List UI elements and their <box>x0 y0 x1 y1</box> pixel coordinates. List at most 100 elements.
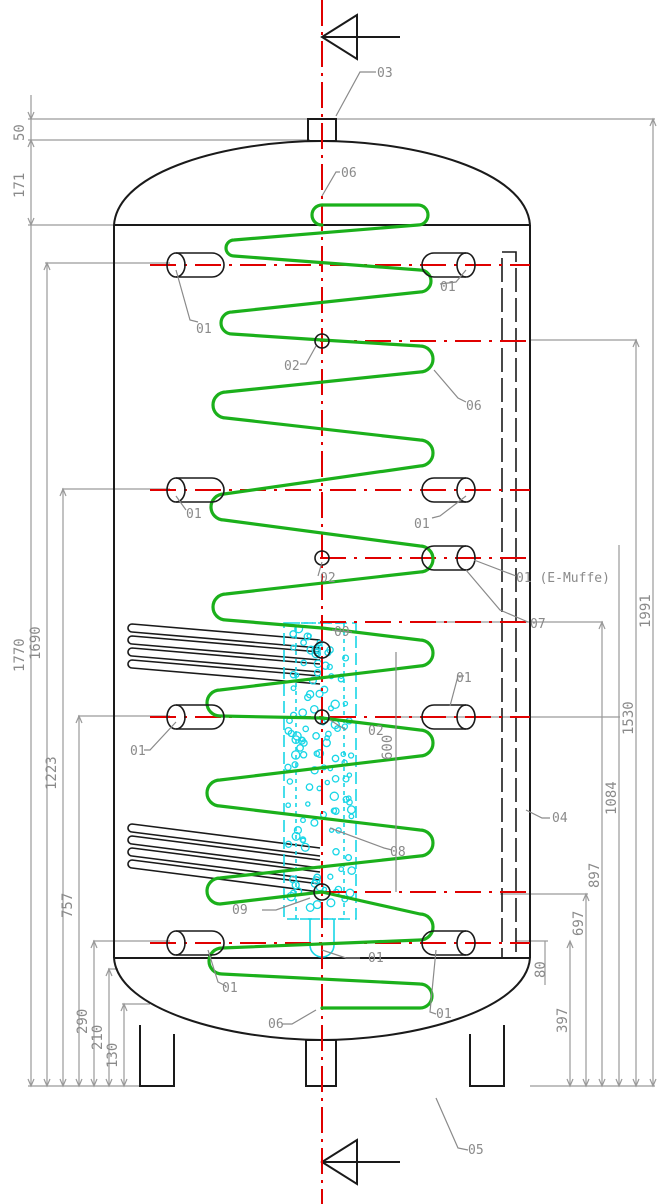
heater-bubble <box>310 818 319 827</box>
heater-bubble <box>330 807 338 815</box>
heater-bubble <box>342 654 350 662</box>
socket-right-1 <box>421 252 476 278</box>
label-01-f: 01 <box>130 744 146 759</box>
heater-bubble <box>306 633 312 639</box>
dim-600: 600 <box>380 735 396 760</box>
heater-bubble <box>312 732 320 740</box>
heater-bubble <box>291 761 299 769</box>
heater-bubble <box>306 645 316 655</box>
heater-bubble <box>291 831 301 841</box>
label-02-c: 02 <box>368 724 384 739</box>
dim-210: 210 <box>90 1025 106 1050</box>
heater-bubble <box>326 898 336 908</box>
heater-bubble <box>284 840 293 848</box>
label-01-i: 01 <box>436 1007 452 1022</box>
dim-1530: 1530 <box>621 701 637 735</box>
dim-171: 171 <box>12 173 28 198</box>
heater-bubble <box>324 735 330 741</box>
heater-bubble <box>299 836 307 843</box>
heater-bubble <box>331 807 340 815</box>
heater-bubble <box>290 750 301 760</box>
label-01-emuffe: 01 (E-Muffe) <box>516 571 610 586</box>
label-01-e: 01 <box>456 671 472 686</box>
heater-bubble <box>313 669 322 677</box>
socket-left-3 <box>166 704 225 730</box>
heater-bubble <box>346 772 353 778</box>
socket-right-5 <box>421 930 476 956</box>
label-09-a: 09 <box>334 625 350 640</box>
heater-bubble <box>305 903 315 912</box>
label-02-a: 02 <box>284 359 300 374</box>
label-01-d: 01 <box>414 517 430 532</box>
dim-1991: 1991 <box>638 594 654 628</box>
labels: 03 06 01 01 02 06 01 01 02 01 (E-Muffe) … <box>130 66 610 1158</box>
sensor-tube <box>501 251 517 959</box>
heater-bubble <box>348 813 355 820</box>
dim-897: 897 <box>587 863 603 888</box>
heater-bubble <box>315 689 324 698</box>
socket-right-2 <box>421 477 476 503</box>
heater-bubble <box>342 700 349 707</box>
heater-bubble <box>315 749 325 758</box>
heater-bubble <box>329 791 340 802</box>
socket-right-4 <box>421 704 476 730</box>
heater-bubble <box>290 644 297 651</box>
heater-bubble <box>338 866 345 873</box>
label-06-mid: 06 <box>466 399 482 414</box>
heater-bubble <box>340 751 347 758</box>
label-06-bot: 06 <box>268 1017 284 1032</box>
finned-tubes <box>127 623 321 893</box>
heater-bubble <box>342 775 350 783</box>
heater-bubble <box>290 685 297 692</box>
heater-bubble <box>344 854 353 862</box>
heater-bubble <box>284 763 292 771</box>
heater-bubble <box>289 670 298 679</box>
heater-bubble <box>347 866 357 875</box>
dim-50: 50 <box>12 124 28 141</box>
label-08: 08 <box>390 845 406 860</box>
heater-bubble <box>347 752 355 759</box>
dim-1770: 1770 <box>12 638 28 672</box>
dim-697: 697 <box>571 911 587 936</box>
label-01-b: 01 <box>440 280 456 295</box>
label-09-b: 09 <box>232 903 248 918</box>
heater-bubble <box>310 879 319 888</box>
heater-bubble <box>300 817 306 824</box>
centerlines <box>150 0 530 1204</box>
heater-bubble <box>346 805 356 815</box>
heater-bubble <box>292 731 302 741</box>
label-01-c: 01 <box>186 507 202 522</box>
heater-bubble <box>324 779 331 786</box>
heater-bubble <box>299 751 308 759</box>
heater-bubble <box>331 774 340 783</box>
label-05: 05 <box>468 1143 484 1158</box>
left-dimensions: 50 171 1770 1690 1223 757 290 210 130 <box>12 95 310 1088</box>
dim-757: 757 <box>60 893 76 918</box>
label-01-h: 01 <box>222 981 238 996</box>
heater-bubble <box>305 783 314 791</box>
heater-bubble <box>293 826 303 835</box>
socket-left-1 <box>166 252 225 278</box>
heater-bubble <box>300 842 310 852</box>
heater-bubble <box>300 659 308 667</box>
label-01-g: 01 <box>368 951 384 966</box>
heater-bubble <box>345 888 355 898</box>
dim-1223: 1223 <box>44 756 60 790</box>
heater-bubble <box>326 663 333 671</box>
outlet-arrow-icon <box>320 1138 400 1186</box>
socket-left-4 <box>166 930 225 956</box>
heater-bubble <box>313 750 321 757</box>
heater-bubble <box>286 778 294 785</box>
heater-bubble <box>285 802 292 809</box>
heater-bubble <box>300 639 308 647</box>
heater-bubble <box>327 873 334 880</box>
label-02-b: 02 <box>320 571 336 586</box>
socket-left-2 <box>166 477 225 503</box>
heater-bubble <box>302 725 310 733</box>
dim-1084: 1084 <box>604 781 620 815</box>
label-07: 07 <box>530 617 546 632</box>
dim-397: 397 <box>555 1008 571 1033</box>
heater-bubble <box>331 754 340 763</box>
heating-coil <box>205 203 435 1010</box>
